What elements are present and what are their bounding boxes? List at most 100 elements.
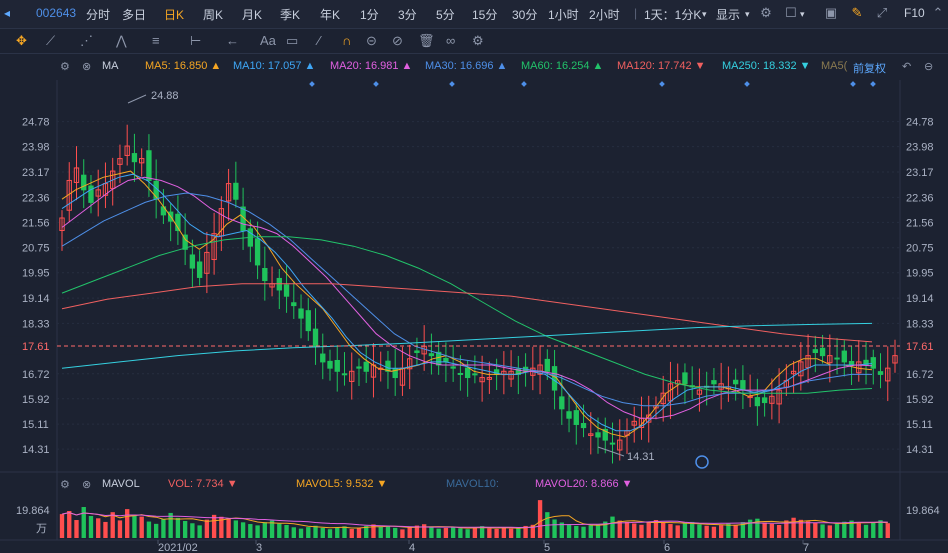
ma-legend-7[interactable]: MA5( xyxy=(821,60,848,72)
period-tab-yearly[interactable]: 年K xyxy=(320,8,341,22)
candle-body xyxy=(486,377,493,380)
checkbox-icon[interactable]: ☐ xyxy=(785,5,797,20)
volume-bar xyxy=(603,521,608,538)
volume-bar xyxy=(617,520,622,538)
candle-body xyxy=(711,380,717,385)
y-tick-right: 16.72 xyxy=(906,369,934,381)
ma-legend-6[interactable]: MA250: 18.332 ▼ xyxy=(722,60,811,72)
candle-body xyxy=(435,351,442,366)
volume-bar xyxy=(458,528,463,538)
arrow-tool-icon[interactable]: ← xyxy=(226,33,239,48)
volume-bar xyxy=(175,517,181,538)
y-tick-right: 19.14 xyxy=(906,293,934,305)
volume-bar xyxy=(494,529,499,538)
chevron-down-icon[interactable]: ▾ xyxy=(745,9,750,19)
ma-legend-4[interactable]: MA60: 16.254 ▲ xyxy=(521,60,604,72)
vol-legend-3[interactable]: MAVOL20: 8.866 ▼ xyxy=(535,478,633,490)
volume-bar xyxy=(436,528,441,538)
ma-line-ma10 xyxy=(61,173,873,432)
expand-icon[interactable]: ◂ xyxy=(4,6,11,20)
period-tab-2hour[interactable]: 2小时 xyxy=(589,8,620,22)
trash-icon[interactable]: 🗑 xyxy=(418,33,435,48)
close-icon[interactable]: ⊗ xyxy=(82,479,92,491)
note-tool-icon[interactable]: ▭ xyxy=(286,33,299,48)
ma-legend-3[interactable]: MA30: 16.696 ▲ xyxy=(425,60,508,72)
candle-body xyxy=(479,377,485,383)
fib-tool-icon[interactable]: ≡ xyxy=(152,33,160,48)
volume-bar xyxy=(364,525,369,538)
minus-icon[interactable]: ⊖ xyxy=(924,61,934,73)
magnet-icon[interactable]: ∩ xyxy=(342,33,352,48)
volume-bar xyxy=(704,525,709,538)
ma-indicator-name[interactable]: MA xyxy=(102,60,119,72)
vol-legend-0[interactable]: VOL: 7.734 ▼ xyxy=(168,478,238,490)
y-tick-left: 22.36 xyxy=(22,192,50,204)
image-icon[interactable]: ▣ xyxy=(824,5,838,20)
restore-toggle[interactable]: 前复权 xyxy=(853,63,886,75)
chevron-down-icon[interactable]: ▾ xyxy=(702,9,707,19)
settings-icon[interactable]: ⚙ xyxy=(60,479,70,491)
volume-bar xyxy=(798,519,804,538)
period-tab-1min[interactable]: 1分 xyxy=(360,8,379,22)
vol-legend-1[interactable]: MAVOL5: 9.532 ▼ xyxy=(296,478,388,490)
tool-settings-icon[interactable]: ⚙ xyxy=(472,33,484,48)
volume-bar xyxy=(262,522,267,538)
high-annotation-line xyxy=(127,94,147,104)
line-tool-icon[interactable]: ⟋ xyxy=(46,33,56,48)
ma-legend-0[interactable]: MA5: 16.850 ▲ xyxy=(145,60,222,72)
x-tick-label: 4 xyxy=(409,542,415,553)
close-icon[interactable]: ⊗ xyxy=(82,61,92,73)
period-tab-daily[interactable]: 日K xyxy=(164,8,185,22)
chevron-down-icon[interactable]: ▾ xyxy=(800,9,805,19)
period-tab-minute[interactable]: 分时 xyxy=(86,8,111,22)
undo-icon[interactable]: ↶ xyxy=(902,61,912,73)
fullscreen-icon[interactable]: ⤢ xyxy=(876,5,888,20)
top-toolbar: ◂ 002643 分时 多日 日K 周K 月K 季K 年K 1分 3分 5分 1… xyxy=(0,0,948,29)
pencil-icon[interactable]: ✎ xyxy=(851,5,863,20)
channel-tool-icon[interactable]: ⋰ xyxy=(80,33,93,48)
vol-top-label: 19.864 xyxy=(16,505,50,517)
volume-bar xyxy=(204,519,210,538)
period-tab-quarterly[interactable]: 季K xyxy=(280,8,301,22)
volume-bar xyxy=(393,527,398,538)
period-tab-30min[interactable]: 30分 xyxy=(512,8,538,22)
volume-bar xyxy=(827,525,832,538)
period-tab-multiday[interactable]: 多日 xyxy=(122,8,147,22)
y-tick-left: 23.17 xyxy=(22,167,50,179)
stock-code[interactable]: 002643 xyxy=(36,6,77,20)
link-icon[interactable]: ∞ xyxy=(446,33,456,48)
ma-legend-2[interactable]: MA20: 16.981 ▲ xyxy=(330,60,413,72)
period-tab-1hour[interactable]: 1小时 xyxy=(548,8,579,22)
period-tab-weekly[interactable]: 周K xyxy=(203,8,224,22)
period-tab-15min[interactable]: 15分 xyxy=(472,8,498,22)
period-tab-3min[interactable]: 3分 xyxy=(398,8,417,22)
volume-bar xyxy=(465,529,470,538)
interval-dropdown[interactable]: 1天：1分K xyxy=(644,8,702,22)
chevron-up-icon[interactable]: ⌃ xyxy=(932,5,944,20)
ma-legend-5[interactable]: MA120: 17.742 ▼ xyxy=(617,60,706,72)
wave-tool-icon[interactable]: ⋀ xyxy=(116,33,127,48)
settings-icon[interactable]: ⚙ xyxy=(760,5,772,20)
measure-tool-icon[interactable]: ⊢ xyxy=(190,33,202,48)
candle-body xyxy=(798,361,804,377)
volume-bar xyxy=(769,523,775,538)
settings-icon[interactable]: ⚙ xyxy=(60,61,70,73)
candle-body xyxy=(892,355,898,364)
candle-body xyxy=(59,217,65,232)
vol-indicator-name[interactable]: MAVOL xyxy=(102,478,140,490)
period-tab-monthly[interactable]: 月K xyxy=(242,8,263,22)
volume-bar xyxy=(59,514,65,538)
volume-bar xyxy=(733,524,738,538)
x-tick-label: 5 xyxy=(544,542,550,553)
f10-button[interactable]: F10 xyxy=(904,6,925,20)
hide-icon[interactable]: ⊘ xyxy=(392,33,403,48)
lock-icon[interactable]: ⊝ xyxy=(366,33,377,48)
ruler-icon[interactable]: ∕ xyxy=(318,33,321,48)
text-tool-icon[interactable]: Aa xyxy=(260,33,276,48)
ma-legend-1[interactable]: MA10: 17.057 ▲ xyxy=(233,60,316,72)
crosshair-icon[interactable]: ✥ xyxy=(16,33,27,48)
vol-legend-2[interactable]: MAVOL10: xyxy=(446,478,499,490)
display-menu[interactable]: 显示 xyxy=(716,8,741,22)
period-tab-5min[interactable]: 5分 xyxy=(436,8,455,22)
